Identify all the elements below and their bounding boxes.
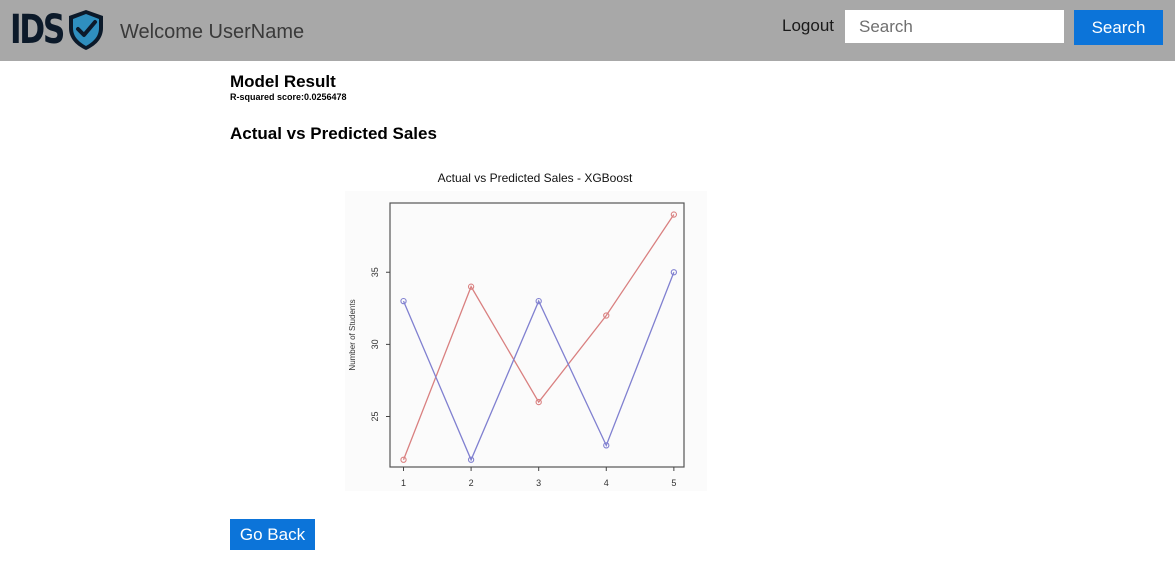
logout-link[interactable]: Logout — [782, 16, 834, 35]
series-1-point — [535, 398, 542, 406]
x-tick-label: 5 — [671, 478, 676, 488]
chart-title: Actual vs Predicted Sales - XGBoost — [438, 171, 633, 185]
chart-background — [345, 191, 707, 491]
y-tick-label: 30 — [370, 339, 380, 349]
series-2-point — [670, 269, 678, 276]
model-result-title: Model Result — [230, 72, 336, 91]
chart-svg: Actual vs Predicted Sales - XGBoost Numb… — [345, 171, 707, 491]
plot-frame — [389, 202, 685, 468]
logo[interactable]: IDS — [10, 6, 106, 54]
y-tick-label: 25 — [370, 412, 380, 422]
chart: Actual vs Predicted Sales - XGBoost Numb… — [345, 167, 707, 491]
go-back-button[interactable]: Go Back — [230, 519, 315, 550]
series-line-1 — [402, 214, 675, 461]
y-axis-label: Number of Students — [348, 299, 357, 370]
series-1-point — [603, 312, 610, 319]
series-1-point — [670, 211, 678, 218]
series-1-point — [400, 456, 407, 463]
search-button[interactable]: Search — [1074, 10, 1163, 45]
welcome-text: Welcome UserName — [120, 21, 305, 43]
x-tick-label: 1 — [401, 478, 406, 488]
x-tick-label: 4 — [604, 478, 609, 488]
navbar: IDS Welcome UserName Logout Search — [0, 0, 1175, 61]
series-2-point — [535, 297, 542, 305]
series-2-point — [603, 442, 610, 449]
y-tick-label: 35 — [370, 267, 380, 277]
search-input[interactable] — [845, 10, 1064, 43]
series-1-point — [467, 283, 475, 290]
shield-check-icon — [69, 10, 103, 50]
x-tick-label: 3 — [536, 478, 541, 488]
series-2-point — [467, 456, 475, 463]
x-tick-label: 2 — [469, 478, 474, 488]
logo-text: IDS — [10, 7, 65, 53]
series-2-point — [400, 297, 407, 305]
r-squared-score: R-squared score:0.0256478 — [230, 92, 347, 102]
series-line-2 — [402, 272, 675, 462]
section-title: Actual vs Predicted Sales — [230, 124, 437, 143]
